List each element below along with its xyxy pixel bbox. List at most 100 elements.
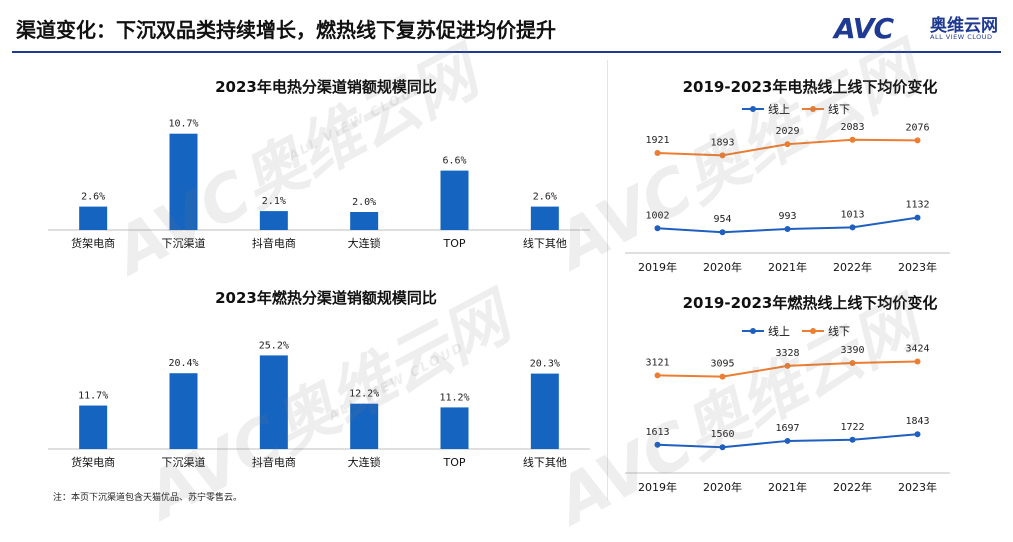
chart-title: 2019-2023年燃热线上线下均价变化	[683, 294, 938, 312]
data-point	[719, 229, 726, 236]
data-label: 1921	[645, 135, 669, 146]
data-label: 1002	[645, 210, 669, 221]
data-label: 11.7%	[78, 391, 108, 402]
electric-channel-bar-chart: 2023年电热分渠道销额规模同比 2.6% 货架电商 10.7% 下沉渠道 2.1% 抖音电…	[48, 78, 590, 250]
page-title: 渠道变化：下沉双品类持续增长，燃热线下复苏促进均价提升	[16, 18, 556, 42]
x-tick-label: 大连锁	[348, 236, 381, 250]
bar	[350, 212, 379, 230]
x-tick-label: 2023年	[898, 260, 937, 274]
x-tick-label: 抖音电商	[252, 455, 296, 469]
bar	[79, 405, 108, 449]
data-point	[719, 152, 726, 159]
legend-label: 线上	[768, 102, 790, 116]
logo-name-en: ALL VIEW CLOUD	[930, 33, 993, 41]
x-tick-label: 2021年	[768, 480, 807, 494]
bar	[79, 206, 108, 230]
data-label: 12.2%	[349, 389, 379, 400]
bar	[350, 403, 379, 449]
data-point	[914, 358, 921, 365]
data-point	[719, 373, 726, 380]
x-tick-label: TOP	[442, 237, 465, 250]
chart-title: 2019-2023年电热线上线下均价变化	[683, 78, 938, 96]
data-point	[914, 431, 921, 438]
bar	[530, 373, 559, 449]
data-label: 2.6%	[533, 192, 557, 203]
data-label: 3121	[645, 357, 669, 368]
x-tick-label: 线下其他	[523, 455, 567, 469]
legend-swatch-marker	[810, 328, 816, 334]
x-tick-label: 货架电商	[71, 236, 115, 250]
data-point	[784, 141, 791, 148]
x-tick-label: 大连锁	[348, 455, 381, 469]
data-label: 3424	[905, 343, 929, 354]
title-underline	[12, 51, 1001, 53]
column-divider	[607, 60, 608, 500]
brand-logo: AVC 奥维云网 ALL VIEW CLOUD	[834, 12, 1006, 48]
data-point	[784, 437, 791, 444]
footnote: 注：本页下沉渠道包含天猫优品、苏宁零售云。	[53, 493, 243, 503]
data-point	[914, 137, 921, 144]
data-label: 2.6%	[81, 192, 105, 203]
data-label: 3328	[775, 348, 799, 359]
x-tick-label: 线下其他	[523, 236, 567, 250]
data-point	[654, 372, 661, 379]
data-label: 1132	[905, 200, 929, 211]
data-point	[914, 214, 921, 221]
data-label: 3095	[710, 359, 734, 370]
legend-swatch-marker	[750, 328, 756, 334]
data-point	[654, 441, 661, 448]
data-label: 1893	[710, 137, 734, 148]
legend-label: 线下	[828, 324, 850, 338]
x-tick-label: 下沉渠道	[162, 236, 206, 250]
chart-title: 2023年电热分渠道销额规模同比	[215, 78, 437, 96]
data-label: 993	[778, 211, 796, 222]
data-label: 1613	[645, 427, 669, 438]
logo-brand: AVC	[834, 12, 894, 45]
x-tick-label: 2020年	[703, 480, 742, 494]
x-tick-label: 2022年	[833, 480, 872, 494]
data-label: 1843	[905, 416, 929, 427]
data-point	[784, 226, 791, 233]
data-label: 2029	[775, 126, 799, 137]
data-label: 11.2%	[439, 392, 469, 403]
data-label: 1722	[840, 422, 864, 433]
data-label: 6.6%	[442, 156, 466, 167]
data-point	[654, 150, 661, 157]
x-tick-label: 货架电商	[71, 455, 115, 469]
data-point	[849, 360, 856, 367]
data-label: 20.4%	[168, 358, 198, 369]
bar	[530, 206, 559, 230]
data-label: 1560	[710, 429, 734, 440]
data-point	[719, 444, 726, 451]
data-label: 954	[713, 214, 731, 225]
data-label: 20.3%	[530, 359, 560, 370]
data-label: 1697	[775, 423, 799, 434]
x-tick-label: 2022年	[833, 260, 872, 274]
x-tick-label: 2023年	[898, 480, 937, 494]
chart-title: 2023年燃热分渠道销额规模同比	[215, 289, 437, 307]
bar	[259, 355, 288, 449]
data-label: 3390	[840, 345, 864, 356]
data-point	[849, 224, 856, 231]
data-point	[784, 362, 791, 369]
data-label: 2.0%	[352, 197, 376, 208]
bar	[169, 133, 198, 230]
legend-label: 线下	[828, 102, 850, 116]
x-tick-label: 抖音电商	[252, 236, 296, 250]
legend-swatch-marker	[750, 106, 756, 112]
bar	[440, 407, 469, 449]
legend-label: 线上	[768, 324, 790, 338]
data-label: 1013	[840, 209, 864, 220]
bar	[440, 170, 469, 230]
data-label: 2.1%	[262, 196, 286, 207]
x-tick-label: 2021年	[768, 260, 807, 274]
x-tick-label: TOP	[442, 456, 465, 469]
data-point	[849, 136, 856, 143]
data-point	[849, 436, 856, 443]
legend-swatch-marker	[810, 106, 816, 112]
gas-channel-bar-chart: 2023年燃热分渠道销额规模同比 11.7% 货架电商 20.4% 下沉渠道 25.2% 抖…	[48, 289, 590, 469]
data-label: 10.7%	[168, 119, 198, 130]
data-label: 2076	[905, 122, 929, 133]
